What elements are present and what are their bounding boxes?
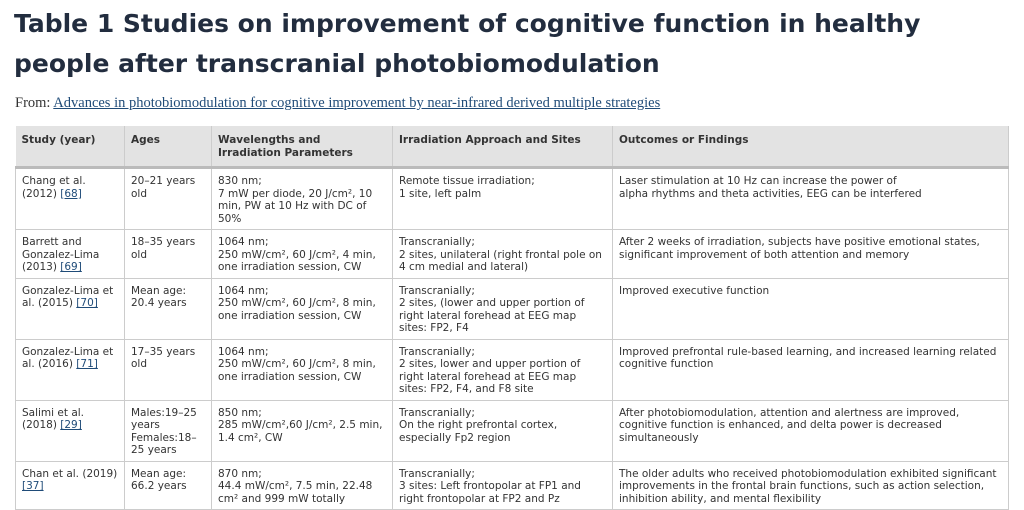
cell-line: The older adults who received photobiomo… [619,467,997,505]
reference-link[interactable]: [70] [76,297,98,309]
outcome-cell: Improved executive function [612,277,1009,340]
cell-line: 20–21 years old [131,175,196,200]
ages-cell: Mean age: 66.2 years [124,460,212,510]
cell-line: Improved prefrontal rule-based learning,… [619,345,997,371]
column-header: Outcomes or Findings [612,126,1009,169]
cell-line: Males:19–25 years Females:18–25 years [131,406,197,457]
from-label: From: [15,95,51,111]
source-line: From: Advances in photobiomodulation for… [15,95,660,112]
table-body: Chang et al. (2012) [68] 20–21 years old 8… [15,167,1009,510]
table-row: Gonzalez-Lima et al. (2015) [70] Mean age… [15,277,1009,340]
article-link[interactable]: Advances in photobiomodulation for cogni… [53,95,661,111]
approach-cell: Transcranially; 3 sites: Left frontopolar… [392,460,613,510]
cell-line: Transcranially; [399,345,475,358]
cell-line: 870 nm; [218,467,262,480]
cell-line: 1064 nm; [218,345,269,358]
study-cell: Gonzalez-Lima et al. (2015) [70] [15,277,125,340]
title: Table 1 Studies on improvement of cognit… [14,9,921,78]
cell-line: 250 mW/cm², 60 J/cm², 4 min, one irradia… [218,248,376,274]
table-row: Salimi et al. (2018) [29] Males:19–25 yea… [15,399,1009,462]
params-cell: 830 nm; 7 mW per diode, 20 J/cm², 10 min,… [211,167,393,230]
page: Table 1 Studies on improvement of cognit… [14,9,1009,510]
params-cell: 1064 nm; 250 mW/cm², 60 J/cm², 8 min, one… [211,338,393,401]
cell-line: 2 sites, (lower and upper portion of rig… [399,297,585,334]
study-cell: Chang et al. (2012) [68] [15,167,125,230]
cell-line: Transcranially; [399,284,475,297]
outcome-cell: Improved prefrontal rule-based learning,… [612,338,1009,401]
study-cell: Barrett and Gonzalez-Lima (2013) [69] [15,229,125,279]
cell-line: After 2 weeks of irradiation, subjects h… [619,236,980,261]
cell-line: 1064 nm; [218,284,269,297]
study-cell: Gonzalez-Lima et al. (2016) [71] [15,338,125,401]
approach-cell: Transcranially; On the right prefrontal c… [392,399,613,462]
cell-line: 7 mW per diode, 20 J/cm², 10 min, PW at … [218,187,373,225]
cell-line: 250 mW/cm², 60 J/cm², 8 min, one irradia… [218,358,376,383]
table-row: Chang et al. (2012) [68] 20–21 years old 8… [15,167,1009,230]
study-name: Gonzalez-Lima et al. (2016) [22,345,114,371]
params-cell: 870 nm; 44.4 mW/cm², 7.5 min, 22.48 cm² a… [211,460,393,510]
table-row: Gonzalez-Lima et al. (2016) [71] 17–35 ye… [15,338,1009,401]
cell-line: 18–35 years old [131,236,196,261]
cell-line: Transcranially; [399,406,475,419]
cell-line: 17–35 years old [131,345,196,371]
header-row: Study (year) Ages Wavelengths and Irradiat… [15,126,1009,169]
approach-cell: Transcranially; 2 sites, (lower and upper… [392,277,613,340]
cell-line: 830 nm; [218,175,262,187]
ages-cell: 20–21 years old [124,167,212,230]
params-cell: 1064 nm; 250 mW/cm², 60 J/cm², 8 min, one… [211,277,393,340]
params-cell: 1064 nm; 250 mW/cm², 60 J/cm², 4 min, one… [211,229,393,279]
column-header: Study (year) [15,126,125,169]
cell-line: 3 sites: Left frontopolar at FP1 and rig… [399,480,581,505]
column-header: Wavelengths and Irradiation Parameters [211,126,393,169]
cell-line: Laser stimulation at 10 Hz can increase … [619,175,897,187]
cell-line: 285 mW/cm²,60 J/cm², 2.5 min, 1.4 cm², C… [218,419,383,444]
column-header: Irradiation Approach and Sites [392,126,613,169]
reference-link[interactable]: [29] [60,419,82,431]
outcome-cell: After 2 weeks of irradiation, subjects h… [612,229,1009,279]
cell-line: 44.4 mW/cm², 7.5 min, 22.48 cm² and 999 … [218,480,373,505]
cell-line: 250 mW/cm², 60 J/cm², 8 min, one irradia… [218,297,376,322]
cell-line: 850 nm; [218,406,262,419]
table-row: Chan et al. (2019) [37] Mean age: 66.2 ye… [15,460,1009,510]
cell-line: 1 site, left palm [399,187,482,200]
column-header: Ages [124,126,212,169]
approach-cell: Remote tissue irradiation; 1 site, left p… [392,167,613,230]
ages-cell: Mean age: 20.4 years [124,277,212,340]
cell-line: alpha rhythms and theta activities, EEG … [619,187,922,200]
studies-table: Study (year) Ages Wavelengths and Irradiat… [15,126,1009,510]
table-row: Barrett and Gonzalez-Lima (2013) [69] 18–… [15,229,1009,279]
study-name: Gonzalez-Lima et al. (2015) [22,284,114,310]
outcome-cell: Laser stimulation at 10 Hz can increase … [612,167,1009,230]
outcome-cell: After photobiomodulation, attention and … [612,399,1009,462]
cell-line: 2 sites, lower and upper portion of righ… [399,358,581,395]
cell-line: 2 sites, unilateral (right frontal pole … [399,248,602,274]
ages-cell: 18–35 years old [124,229,212,279]
approach-cell: Transcranially; 2 sites, lower and upper … [392,338,613,401]
reference-link[interactable]: [71] [76,358,98,370]
study-cell: Chan et al. (2019) [37] [15,460,125,510]
study-cell: Salimi et al. (2018) [29] [15,399,125,462]
cell-line: On the right prefrontal cortex, especial… [399,419,558,444]
cell-line: Transcranially; [399,467,475,480]
cell-line: Remote tissue irradiation; [399,175,535,187]
outcome-cell: The older adults who received photobiomo… [612,460,1009,510]
study-name: Chan et al. (2019) [22,467,118,480]
params-cell: 850 nm; 285 mW/cm²,60 J/cm², 2.5 min, 1.4… [211,399,393,462]
study-name: Salimi et al. (2018) [22,406,85,432]
cell-line: Improved executive function [619,284,770,297]
reference-link[interactable]: [69] [60,261,82,273]
study-name: Chang et al. (2012) [22,175,86,200]
cell-line: Transcranially; [399,236,475,248]
cell-line: Mean age: 66.2 years [131,467,187,493]
approach-cell: Transcranially; 2 sites, unilateral (righ… [392,229,613,279]
cell-line: 1064 nm; [218,236,269,248]
cell-line: Mean age: 20.4 years [131,284,187,310]
reference-link[interactable]: [68] [60,187,82,200]
ages-cell: Males:19–25 years Females:18–25 years [124,399,212,462]
ages-cell: 17–35 years old [124,338,212,401]
study-name: Barrett and Gonzalez-Lima (2013) [22,236,100,273]
cell-line: After photobiomodulation, attention and … [619,406,960,444]
reference-link[interactable]: [37] [22,480,44,492]
